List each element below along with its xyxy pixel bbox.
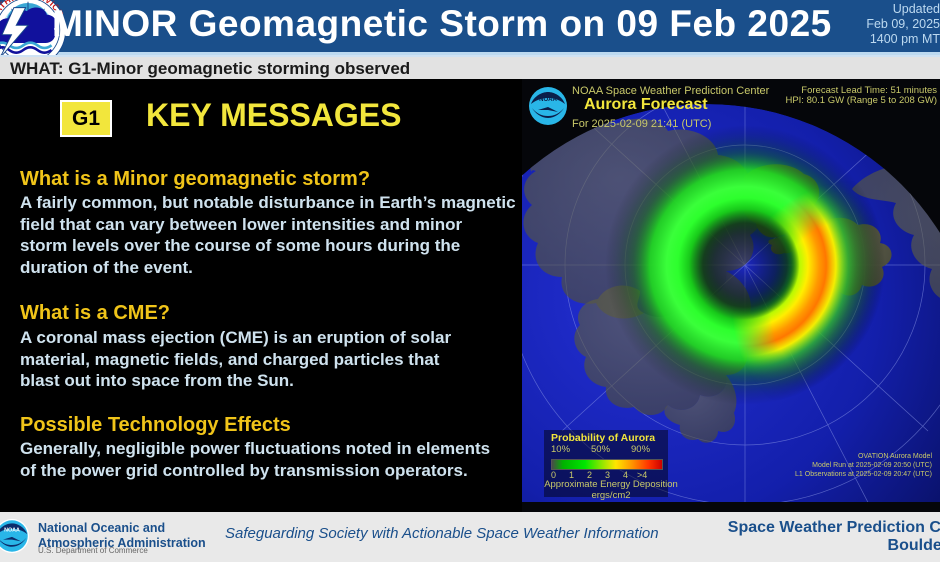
svg-text:NOAA: NOAA — [539, 97, 557, 103]
svg-text:NOAA: NOAA — [4, 528, 20, 534]
